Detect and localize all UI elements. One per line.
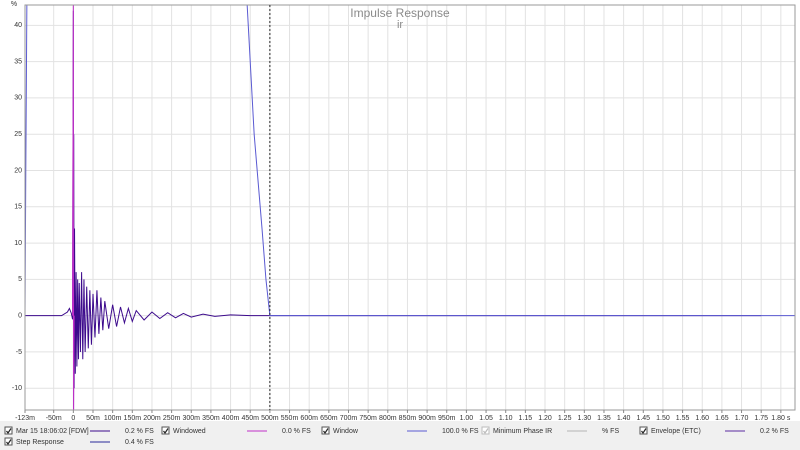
x-tick-label: 1.55: [676, 415, 690, 422]
legend-level: 0.0 % FS: [282, 428, 311, 435]
y-axis-unit: %: [11, 1, 17, 8]
x-tick-label: 50m: [86, 415, 100, 422]
x-tick-label: 900m: [418, 415, 436, 422]
legend-checkmark: [6, 428, 12, 435]
x-tick-label: 300m: [183, 415, 201, 422]
y-tick-label: 0: [18, 312, 22, 319]
legend-checkmark: [641, 428, 647, 435]
chart-subtitle: ir: [397, 19, 403, 31]
y-tick-label: 30: [14, 95, 22, 102]
x-tick-label: 1.25: [558, 415, 572, 422]
legend-checkbox[interactable]: [321, 426, 330, 435]
x-tick-label: 1.80 s: [771, 415, 791, 422]
y-tick-label: -10: [12, 385, 22, 392]
y-tick-label: 25: [14, 131, 22, 138]
chart-title: Impulse Response: [350, 6, 450, 20]
y-tick-label: 5: [18, 276, 22, 283]
legend-checkbox[interactable]: [4, 437, 13, 446]
y-tick-label: -5: [16, 349, 22, 356]
x-tick-label: 1.20: [538, 415, 552, 422]
x-tick-label: 1.75: [754, 415, 768, 422]
x-tick-label: 0: [71, 415, 75, 422]
x-tick-label: 650m: [320, 415, 338, 422]
plot-frame: [24, 4, 796, 411]
x-tick-label: 800m: [379, 415, 397, 422]
legend-checkbox[interactable]: [639, 426, 648, 435]
x-tick-label: 700m: [340, 415, 358, 422]
y-tick-label: 20: [14, 167, 22, 174]
x-tick-label: 250m: [163, 415, 181, 422]
x-tick-label: 1.50: [656, 415, 670, 422]
x-tick-label: 450m: [241, 415, 259, 422]
x-tick-label: 1.65: [715, 415, 729, 422]
x-tick-label: 100m: [104, 415, 122, 422]
x-tick-label: 1.45: [636, 415, 650, 422]
legend-name[interactable]: Mar 15 18:06:02 [FDW]: [16, 428, 89, 435]
x-tick-label: 1.60: [695, 415, 709, 422]
x-tick-label: 1.35: [597, 415, 611, 422]
legend-checkbox[interactable]: [161, 426, 170, 435]
x-tick-label: 1.70: [735, 415, 749, 422]
y-tick-label: 10: [14, 240, 22, 247]
x-tick-label: 850m: [399, 415, 417, 422]
x-tick-label: 600m: [300, 415, 318, 422]
legend-name[interactable]: Window: [333, 428, 359, 435]
legend-level: 0.4 % FS: [125, 439, 154, 446]
legend-level: 0.2 % FS: [125, 428, 154, 435]
legend-name[interactable]: Step Response: [16, 439, 64, 446]
x-tick-label: 1.40: [617, 415, 631, 422]
x-tick-label: 1.30: [578, 415, 592, 422]
legend-checkbox[interactable]: [4, 426, 13, 435]
x-tick-label: 1.10: [499, 415, 513, 422]
x-tick-label: 200m: [143, 415, 161, 422]
x-tick-label: 1.05: [479, 415, 493, 422]
legend-name[interactable]: Envelope (ETC): [651, 428, 701, 435]
legend-checkmark: [6, 439, 12, 446]
grid: [24, 5, 795, 410]
trace-line: [25, 5, 795, 317]
x-tick-label: 950m: [438, 415, 456, 422]
x-tick-label: 550m: [281, 415, 299, 422]
legend-level: 100.0 % FS: [442, 428, 479, 435]
y-tick-label: 40: [14, 22, 22, 29]
trace-line: [72, 5, 75, 410]
traces: [25, 5, 795, 410]
legend-panel: [0, 421, 800, 450]
legend-checkmark: [163, 428, 169, 435]
legend-level: % FS: [602, 428, 619, 435]
x-tick-label: 500m: [261, 415, 279, 422]
y-tick-label: 15: [14, 204, 22, 211]
legend-checkmark: [483, 428, 489, 435]
x-tick-label: 750m: [359, 415, 377, 422]
legend-checkbox[interactable]: [481, 426, 490, 435]
legend-level: 0.2 % FS: [760, 428, 789, 435]
legend-name[interactable]: Minimum Phase IR: [493, 428, 552, 435]
legend-checkmark: [323, 428, 329, 435]
legend-name[interactable]: Windowed: [173, 428, 206, 435]
x-tick-label: 400m: [222, 415, 240, 422]
x-tick-label: 150m: [124, 415, 142, 422]
x-tick-label: 350m: [202, 415, 220, 422]
x-tick-label: -50m: [46, 415, 62, 422]
x-tick-label: 1.15: [519, 415, 533, 422]
y-tick-label: 35: [14, 58, 22, 65]
x-tick-label: -123m: [15, 415, 35, 422]
x-tick-label: 1.00: [460, 415, 474, 422]
